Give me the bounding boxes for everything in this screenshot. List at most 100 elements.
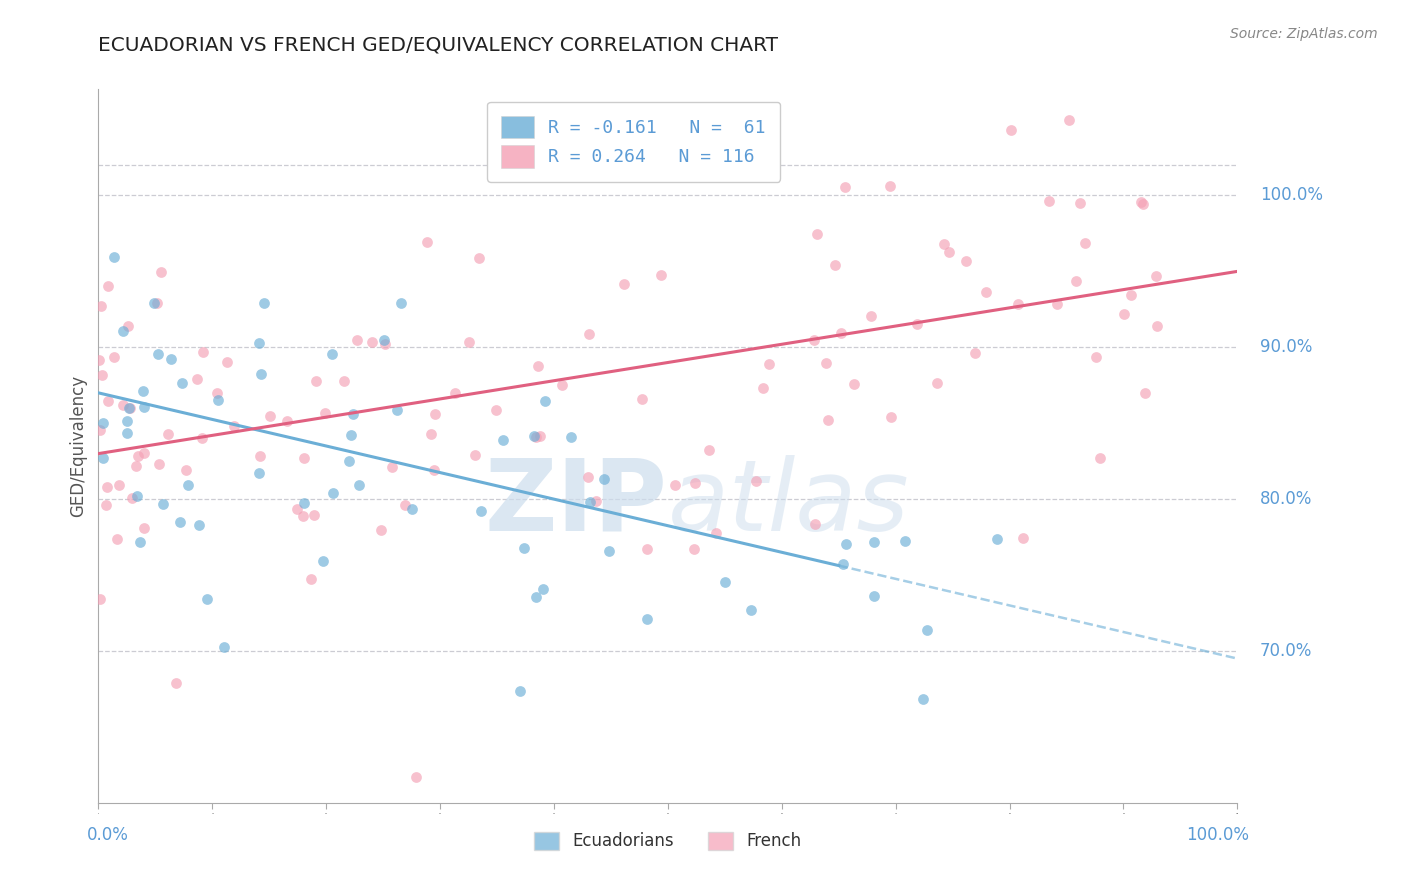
Point (405, 771, 427, 785)
Point (423, 407, 446, 421)
Point (1046, 297, 1069, 311)
Point (389, 296, 412, 310)
Point (387, 403, 409, 417)
Point (501, 153, 523, 168)
Point (636, 541, 658, 556)
Point (1059, 112, 1081, 127)
Point (91, 368, 114, 382)
Point (108, 477, 131, 491)
Point (292, 495, 315, 509)
Point (524, 430, 547, 444)
Point (117, 318, 139, 333)
Point (631, 392, 654, 406)
Point (578, 326, 600, 341)
Point (585, 494, 607, 508)
Point (186, 371, 208, 385)
Point (191, 344, 214, 359)
Point (927, 376, 949, 390)
Point (346, 333, 368, 347)
Point (247, 466, 270, 480)
Point (1012, 531, 1035, 545)
Point (834, 179, 856, 194)
Point (105, 532, 128, 546)
Point (247, 336, 270, 351)
Text: 70.0%: 70.0% (1260, 642, 1312, 660)
Point (905, 317, 928, 331)
Point (824, 258, 846, 272)
Point (96, 480, 118, 494)
Point (127, 449, 149, 463)
Point (340, 428, 363, 442)
Point (745, 474, 768, 488)
Point (697, 442, 720, 457)
Point (146, 295, 169, 310)
Point (373, 333, 395, 347)
Text: Source: ZipAtlas.com: Source: ZipAtlas.com (1230, 27, 1378, 41)
Point (121, 491, 143, 505)
Point (470, 504, 492, 518)
Point (683, 476, 706, 491)
Point (285, 501, 308, 516)
Point (125, 459, 148, 474)
Point (321, 347, 343, 361)
Text: ECUADORIAN VS FRENCH GED/EQUIVALENCY CORRELATION CHART: ECUADORIAN VS FRENCH GED/EQUIVALENCY COR… (98, 36, 779, 54)
Point (682, 541, 704, 556)
Point (803, 517, 825, 532)
Point (159, 352, 181, 367)
Point (305, 374, 328, 388)
Point (531, 582, 554, 596)
Point (215, 355, 238, 369)
Point (915, 624, 938, 638)
Point (803, 333, 825, 347)
Point (1088, 450, 1111, 465)
Point (423, 463, 446, 477)
Point (89, 592, 111, 607)
Point (207, 392, 229, 407)
Point (381, 459, 404, 474)
Point (250, 368, 273, 382)
Point (464, 448, 486, 462)
Point (1007, 297, 1029, 311)
Point (292, 509, 315, 524)
Point (299, 572, 322, 586)
Point (1132, 197, 1154, 211)
Point (177, 478, 200, 492)
Point (118, 401, 141, 416)
Point (143, 296, 166, 310)
Point (740, 603, 762, 617)
Point (814, 355, 837, 369)
Point (394, 498, 416, 512)
Text: 80.0%: 80.0% (1260, 490, 1312, 508)
Point (169, 515, 191, 529)
Point (90, 299, 112, 313)
Point (894, 533, 917, 548)
Point (111, 398, 134, 412)
Point (148, 347, 170, 361)
Point (212, 640, 235, 654)
Point (524, 590, 547, 604)
Point (134, 446, 156, 460)
Point (598, 543, 620, 558)
Point (1064, 274, 1087, 288)
Point (97, 394, 120, 409)
Point (302, 508, 325, 522)
Point (758, 357, 780, 371)
Point (513, 541, 536, 556)
Point (844, 376, 866, 391)
Point (492, 433, 515, 447)
Point (443, 386, 465, 401)
Point (134, 401, 156, 415)
Point (222, 419, 245, 434)
Point (347, 478, 370, 492)
Point (374, 337, 396, 351)
Point (458, 335, 481, 350)
Point (593, 472, 616, 486)
Point (863, 589, 886, 603)
Point (714, 575, 737, 590)
Point (190, 431, 212, 445)
Y-axis label: GED/Equivalency: GED/Equivalency (69, 375, 87, 517)
Point (337, 454, 360, 468)
Point (636, 612, 658, 626)
Point (986, 533, 1008, 547)
Point (523, 429, 546, 443)
